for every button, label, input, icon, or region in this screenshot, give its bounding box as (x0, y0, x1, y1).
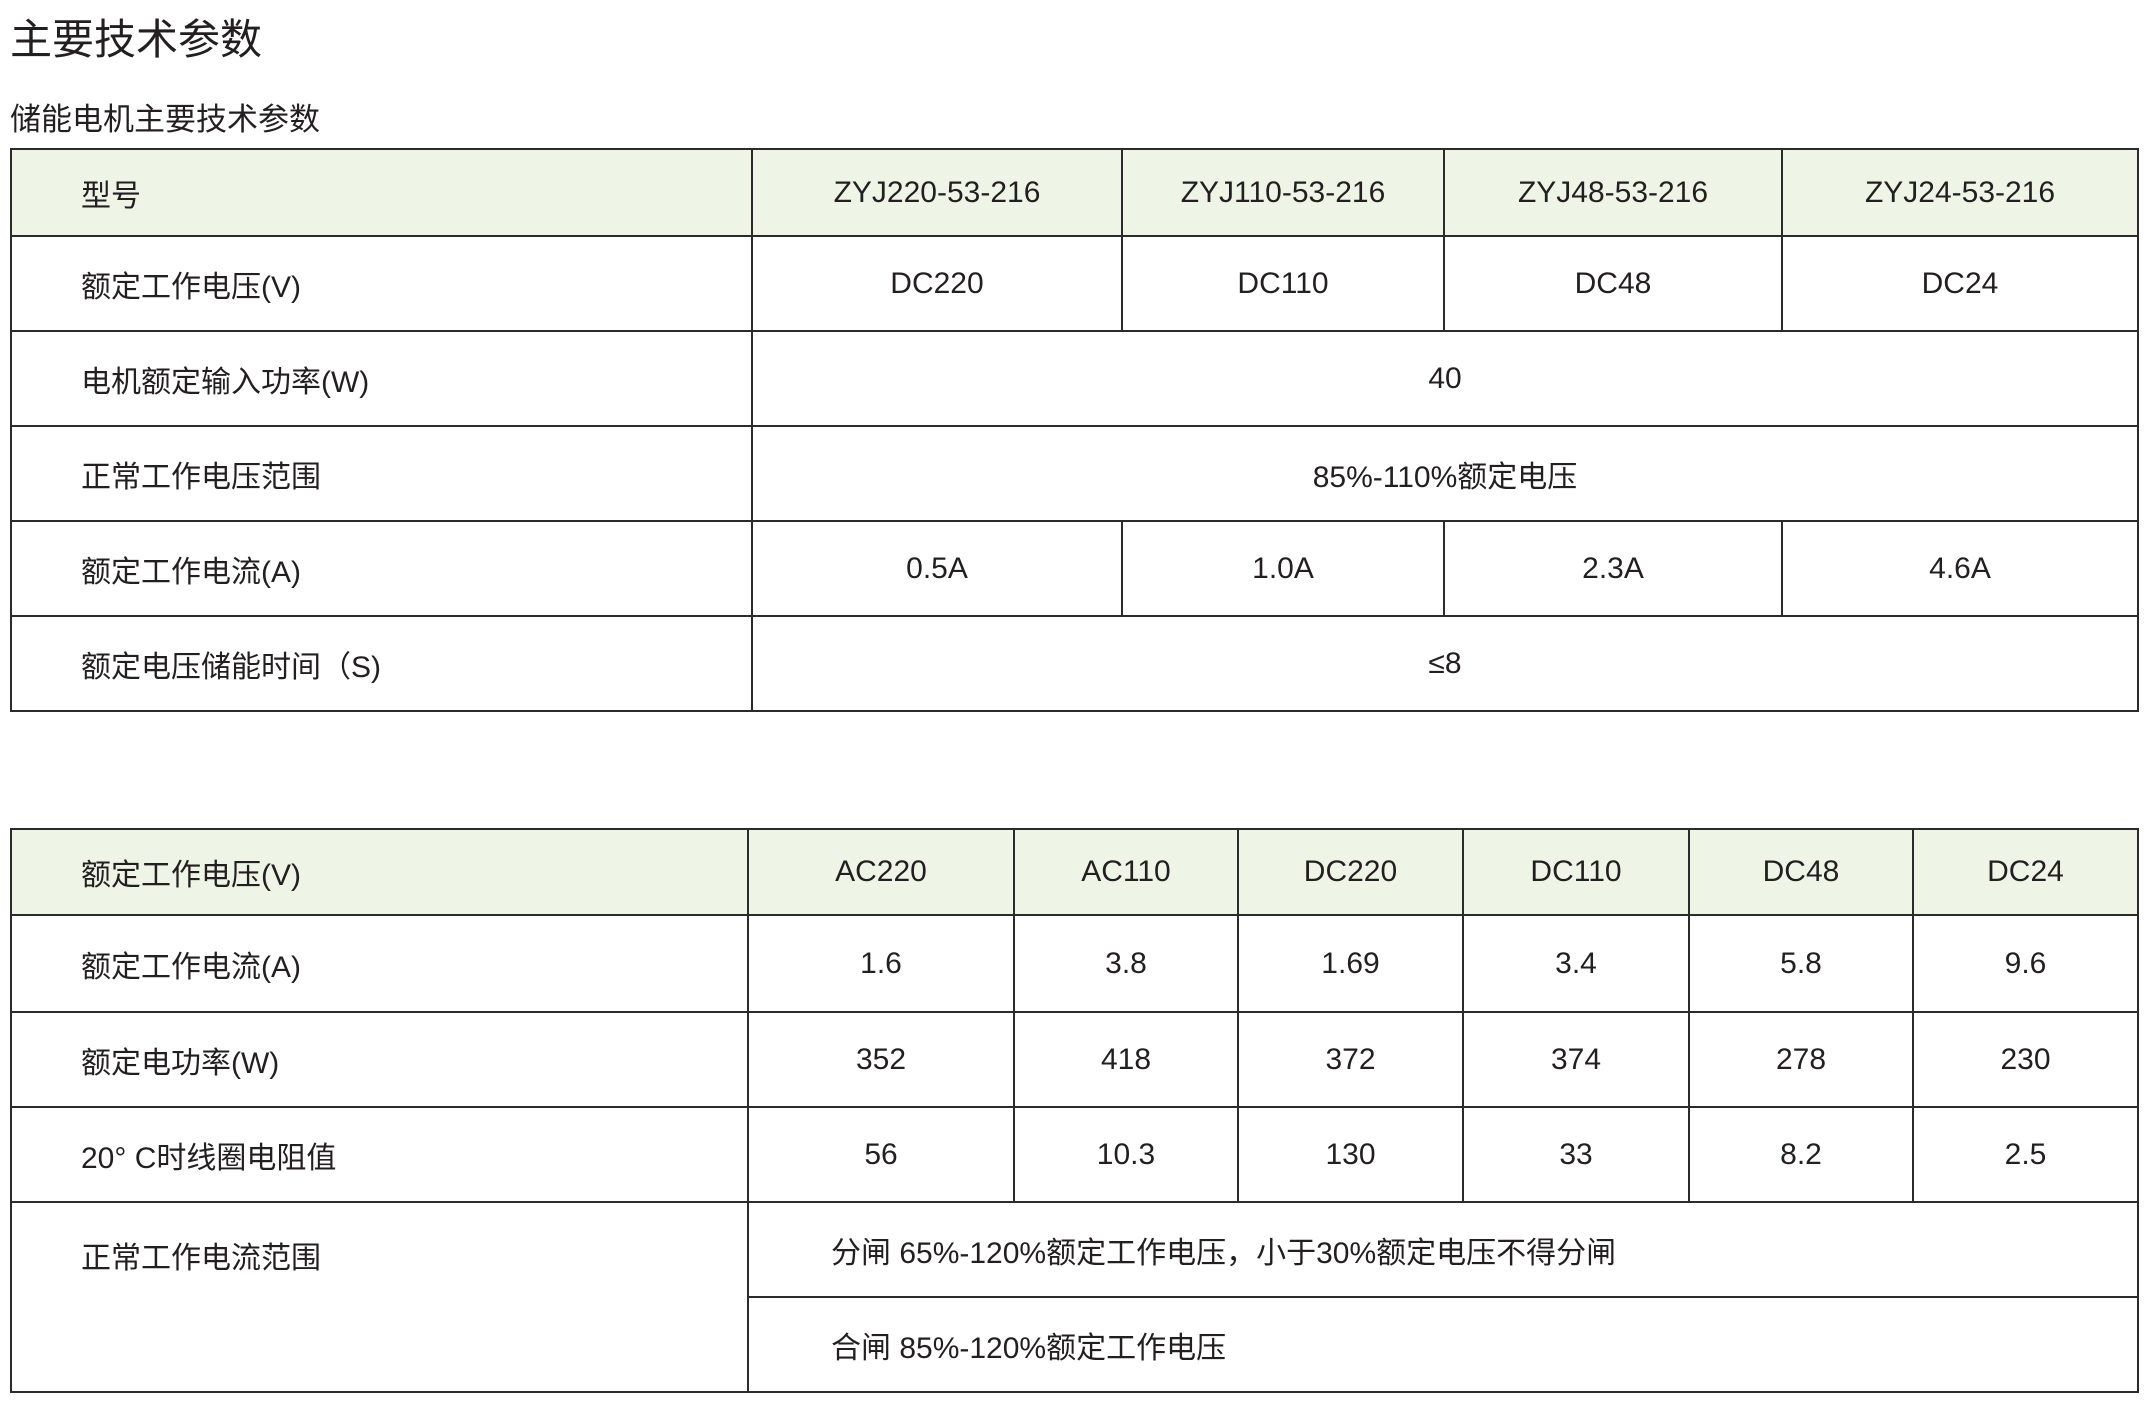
voltage-cell: DC220 (1237, 828, 1464, 916)
value-cell: 10.3 (1013, 1106, 1239, 1203)
value-cell: DC48 (1443, 235, 1783, 332)
table-row: 额定工作电压(V) DC220 DC110 DC48 DC24 (10, 235, 2139, 332)
value-cell: 278 (1688, 1011, 1914, 1108)
row-label: 电机额定输入功率(W) (10, 330, 753, 427)
value-cell: DC110 (1121, 235, 1445, 332)
row-label: 额定工作电压(V) (10, 235, 753, 332)
row-label: 额定工作电流(A) (10, 520, 753, 617)
value-cell: DC220 (751, 235, 1123, 332)
value-cell: 9.6 (1912, 914, 2139, 1013)
value-cell: 8.2 (1688, 1106, 1914, 1203)
table-row: 额定工作电流(A) 1.6 3.8 1.69 3.4 5.8 9.6 (10, 914, 2139, 1013)
table-row: 正常工作电流范围 分闸 65%-120%额定工作电压，小于30%额定电压不得分闸 (10, 1201, 2139, 1393)
value-cell: 352 (747, 1011, 1015, 1108)
model-cell: ZYJ24-53-216 (1781, 148, 2139, 237)
open-range-cell: 分闸 65%-120%额定工作电压，小于30%额定电压不得分闸 (747, 1201, 2139, 1298)
table-header-row: 型号 ZYJ220-53-216 ZYJ110-53-216 ZYJ48-53-… (10, 148, 2139, 237)
value-cell: 372 (1237, 1011, 1464, 1108)
value-cell: 230 (1912, 1011, 2139, 1108)
value-cell: 1.6 (747, 914, 1015, 1013)
voltage-cell: DC48 (1688, 828, 1914, 916)
voltage-cell: DC24 (1912, 828, 2139, 916)
row-label: 20° C时线圈电阻值 (10, 1106, 749, 1203)
motor-spec-table: 型号 ZYJ220-53-216 ZYJ110-53-216 ZYJ48-53-… (10, 148, 2139, 712)
row-label: 正常工作电压范围 (10, 425, 753, 522)
page-title: 主要技术参数 (10, 16, 263, 63)
section-subtitle: 储能电机主要技术参数 (10, 102, 320, 137)
voltage-cell: AC220 (747, 828, 1015, 916)
value-cell: 5.8 (1688, 914, 1914, 1013)
header-label: 额定工作电压(V) (10, 828, 749, 916)
voltage-cell: DC110 (1462, 828, 1690, 916)
merged-value-cell: 40 (751, 330, 2139, 427)
row-label: 额定工作电流(A) (10, 914, 749, 1013)
value-cell: 3.8 (1013, 914, 1239, 1013)
value-cell: DC24 (1781, 235, 2139, 332)
value-cell: 56 (747, 1106, 1015, 1203)
table-row: 20° C时线圈电阻值 56 10.3 130 33 8.2 2.5 (10, 1106, 2139, 1203)
merged-value-cell: ≤8 (751, 615, 2139, 712)
table-row: 额定电压储能时间（S) ≤8 (10, 615, 2139, 712)
table-row: 额定电功率(W) 352 418 372 374 278 230 (10, 1011, 2139, 1108)
value-cell: 3.4 (1462, 914, 1690, 1013)
value-cell: 4.6A (1781, 520, 2139, 617)
voltage-cell: AC110 (1013, 828, 1239, 916)
table-row: 额定工作电流(A) 0.5A 1.0A 2.3A 4.6A (10, 520, 2139, 617)
value-cell: 33 (1462, 1106, 1690, 1203)
value-cell: 0.5A (751, 520, 1123, 617)
coil-spec-table: 额定工作电压(V) AC220 AC110 DC220 DC110 DC48 D… (10, 828, 2139, 1393)
value-cell: 2.3A (1443, 520, 1783, 617)
model-cell: ZYJ110-53-216 (1121, 148, 1445, 237)
close-range-cell: 合闸 85%-120%额定工作电压 (747, 1296, 2139, 1393)
model-cell: ZYJ48-53-216 (1443, 148, 1783, 237)
row-label: 正常工作电流范围 (10, 1201, 749, 1393)
row-label: 额定电压储能时间（S) (10, 615, 753, 712)
header-label: 型号 (10, 148, 753, 237)
value-cell: 2.5 (1912, 1106, 2139, 1203)
merged-value-cell: 85%-110%额定电压 (751, 425, 2139, 522)
value-cell: 418 (1013, 1011, 1239, 1108)
value-cell: 1.0A (1121, 520, 1445, 617)
value-cell: 130 (1237, 1106, 1464, 1203)
table-row: 电机额定输入功率(W) 40 (10, 330, 2139, 427)
table-row: 正常工作电压范围 85%-110%额定电压 (10, 425, 2139, 522)
table-header-row: 额定工作电压(V) AC220 AC110 DC220 DC110 DC48 D… (10, 828, 2139, 916)
value-cell: 1.69 (1237, 914, 1464, 1013)
value-cell: 374 (1462, 1011, 1690, 1108)
model-cell: ZYJ220-53-216 (751, 148, 1123, 237)
table-row: 合闸 85%-120%额定工作电压 (11, 1296, 2139, 1393)
row-label: 额定电功率(W) (10, 1011, 749, 1108)
